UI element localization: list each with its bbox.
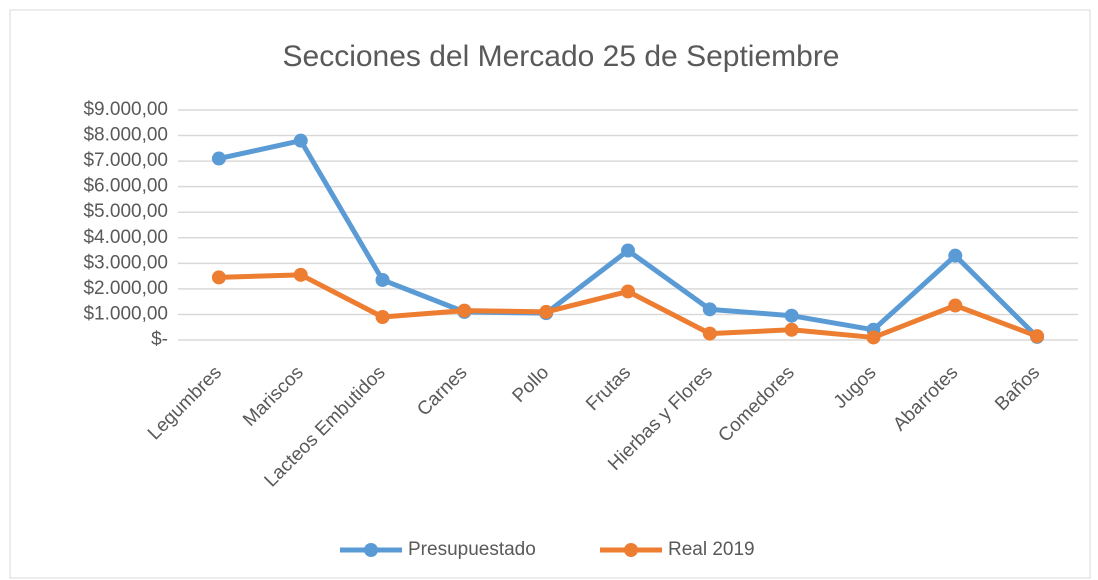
data-point [375, 310, 390, 324]
y-tick-label: $6.000,00 [83, 176, 168, 197]
data-point [621, 284, 635, 299]
data-point [293, 133, 308, 148]
data-point [1030, 329, 1045, 344]
y-tick-label: $5.000,00 [83, 201, 168, 222]
data-point [948, 248, 963, 263]
chart-border [9, 9, 1091, 579]
data-point [784, 308, 799, 323]
data-point [211, 270, 226, 285]
data-point [702, 326, 717, 341]
y-tick-label: $8.000,00 [83, 125, 168, 146]
legend-label: Real 2019 [668, 539, 755, 560]
legend-marker [364, 543, 378, 557]
data-point [866, 330, 881, 345]
y-tick-label: $4.000,00 [83, 227, 168, 248]
data-point [457, 303, 472, 318]
y-tick-label: $7.000,00 [83, 150, 168, 171]
data-point [375, 272, 390, 287]
data-point [702, 302, 717, 317]
data-point [621, 243, 635, 258]
y-tick-label: $3.000,00 [83, 252, 168, 273]
legend-marker [624, 543, 638, 557]
data-point [211, 151, 226, 166]
data-point [784, 322, 799, 337]
y-tick-label: $9.000,00 [83, 99, 168, 120]
y-tick-label: $2.000,00 [83, 278, 168, 299]
y-tick-label: $- [151, 329, 168, 350]
legend-label: Presupuestado [408, 539, 536, 560]
data-point [293, 267, 308, 282]
data-point [948, 298, 963, 313]
y-tick-label: $1.000,00 [83, 303, 168, 324]
chart-title: Secciones del Mercado 25 de Septiembre [283, 40, 840, 73]
data-point [539, 304, 554, 319]
